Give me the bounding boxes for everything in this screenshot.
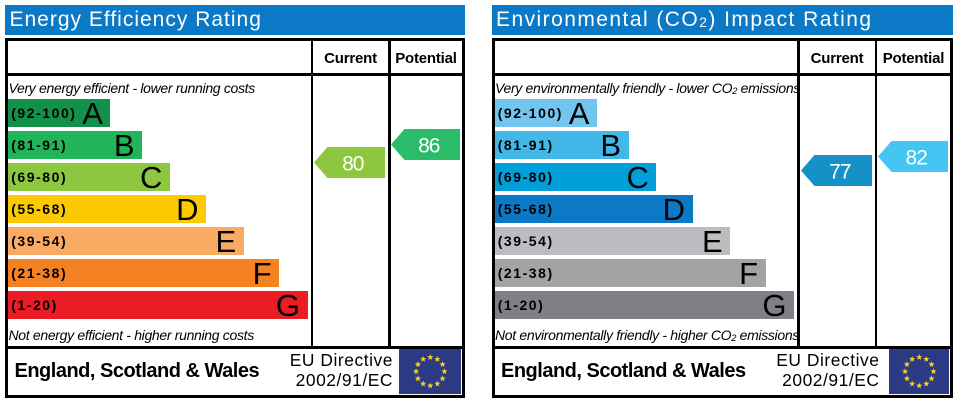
svg-text:82: 82 [906, 146, 928, 169]
svg-text:86: 86 [418, 134, 440, 157]
svg-text:77: 77 [829, 160, 851, 183]
svg-text:80: 80 [342, 152, 364, 175]
